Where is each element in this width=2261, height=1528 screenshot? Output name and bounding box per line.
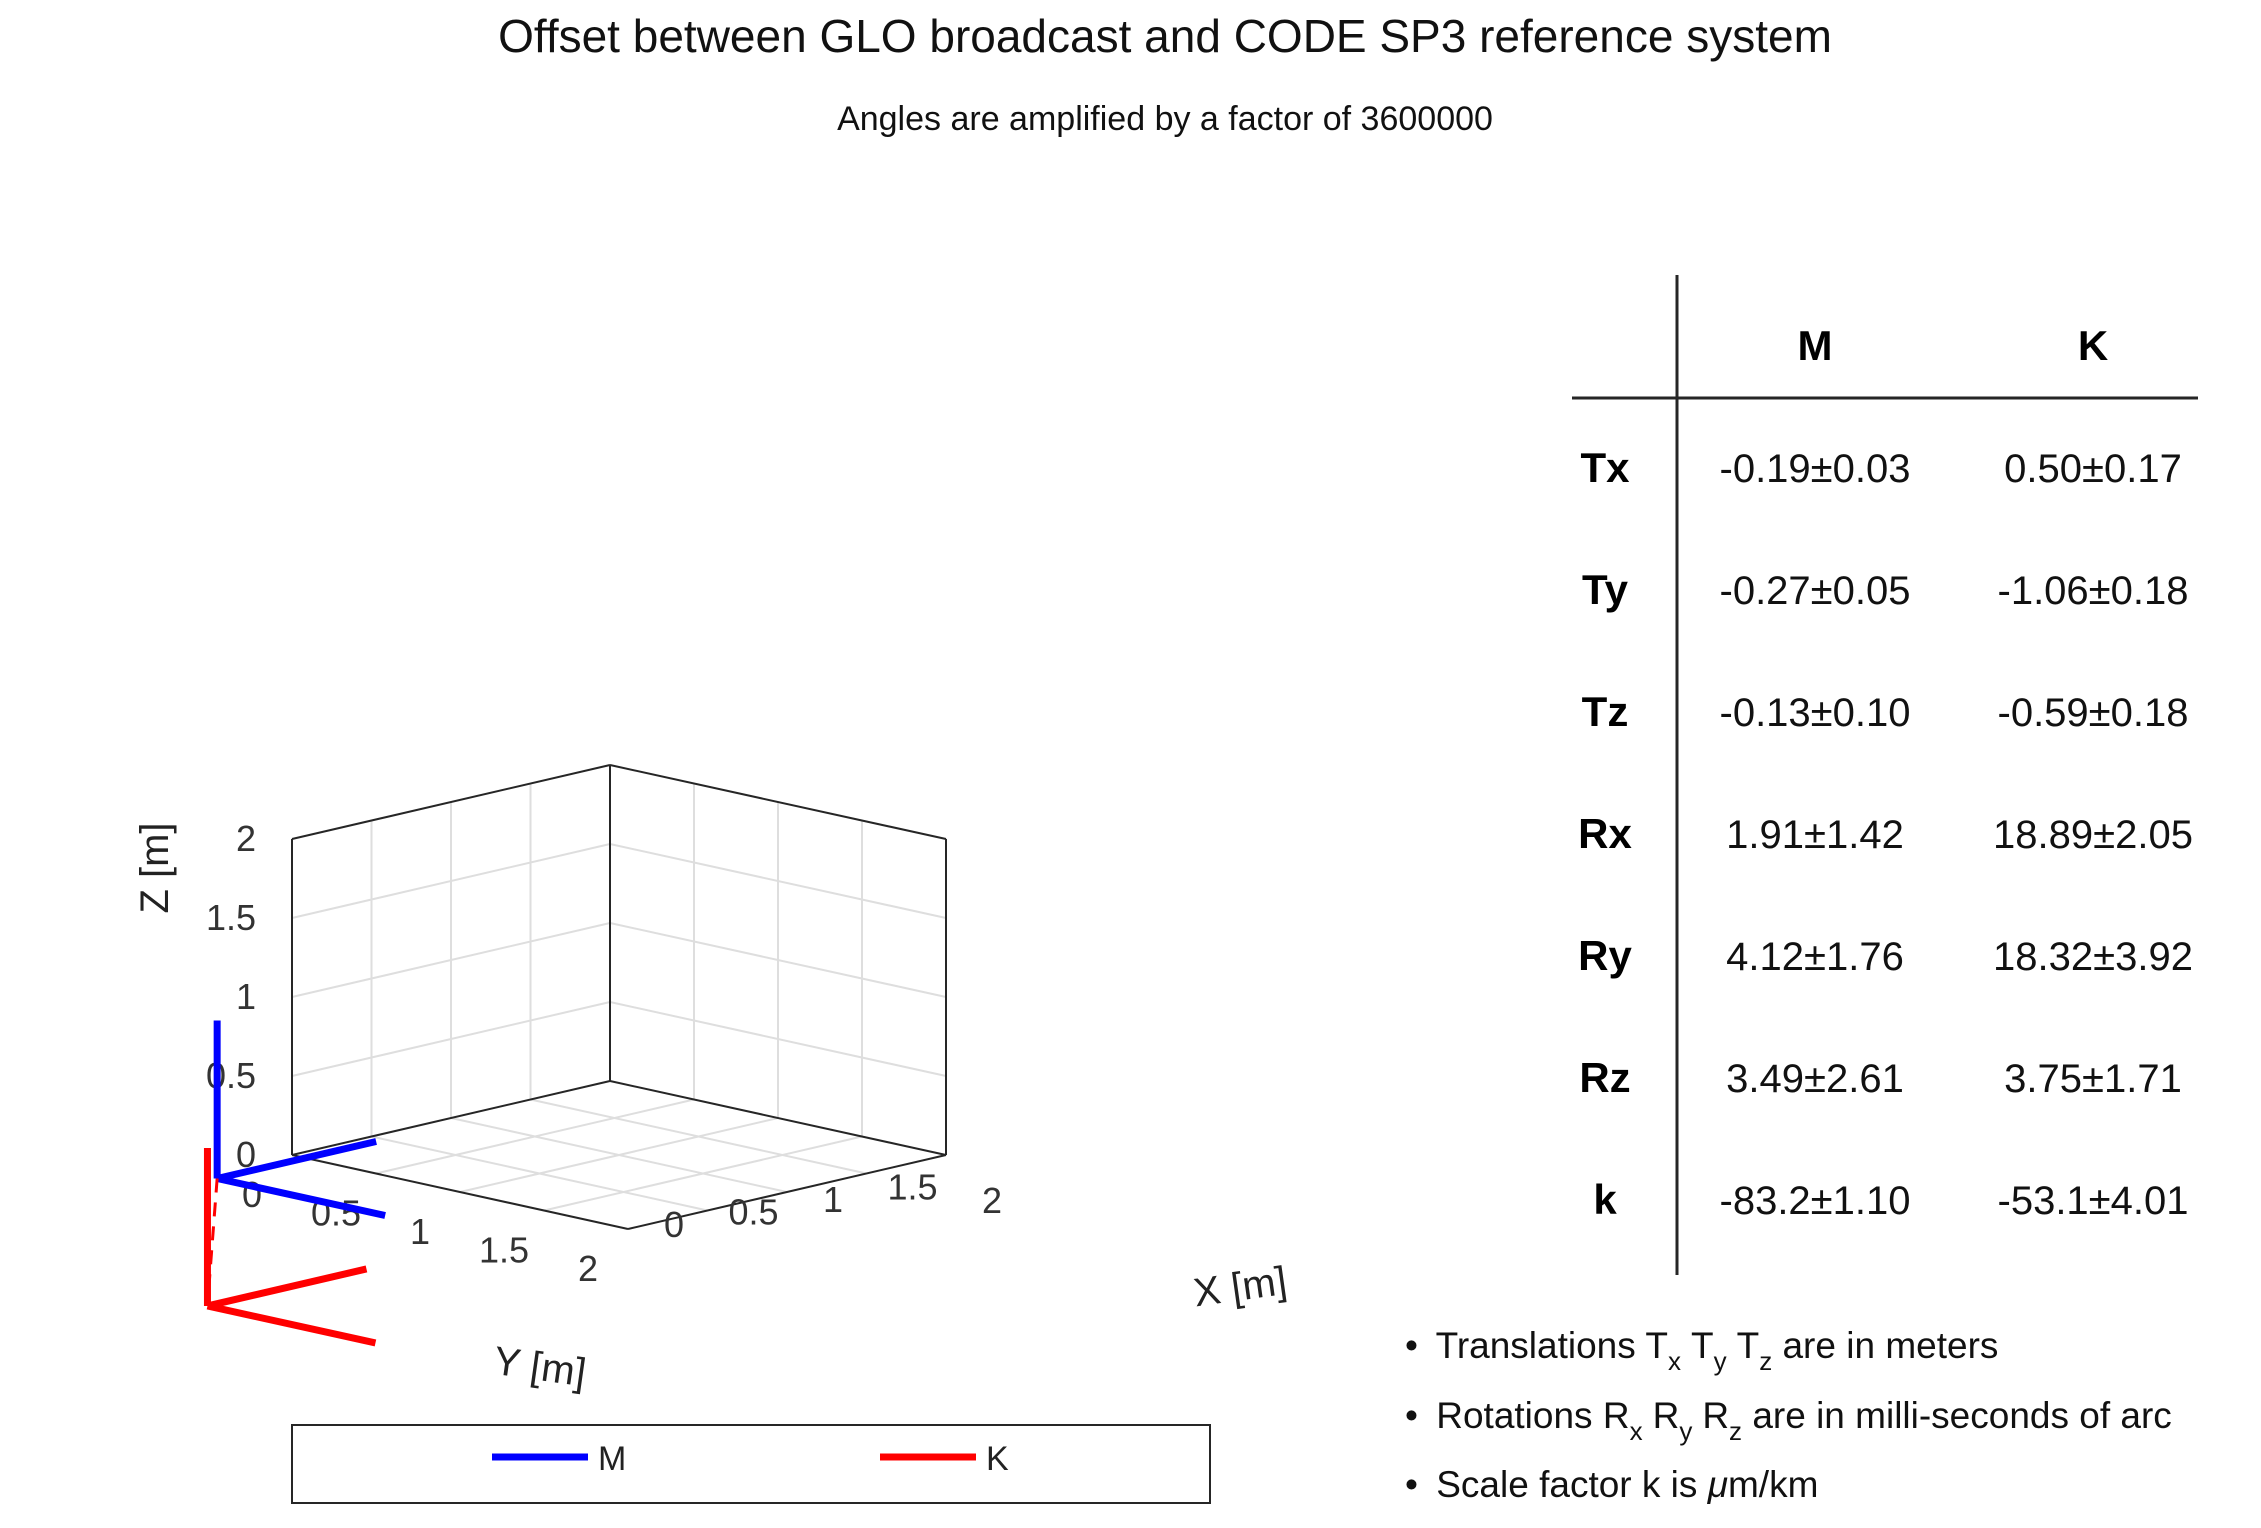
axis-edge — [627, 1154, 947, 1230]
table-header-k: K — [2078, 322, 2108, 369]
table-cell-k: 18.32±3.92 — [1993, 935, 2193, 979]
table-cell-m: -83.2±1.10 — [1720, 1179, 1911, 1223]
table-row-label: Tx — [1580, 444, 1630, 491]
parameter-table: M K Tx -0.19±0.03 0.50±0.17 Ty -0.27±0.05 -1.… — [1572, 275, 2198, 1275]
x-axis-label: X [m] — [1191, 1259, 1290, 1316]
table-cell-m: -0.19±0.03 — [1720, 447, 1911, 491]
grid-line — [530, 1098, 867, 1175]
x-tick-label: 0.5 — [728, 1192, 778, 1233]
axes-frame — [291, 764, 947, 1230]
legend-label-m: M — [598, 1440, 626, 1478]
table-cell-k: -53.1±4.01 — [1998, 1179, 2189, 1223]
axis-edge — [609, 1080, 947, 1156]
y-tick-label: 2 — [578, 1248, 598, 1289]
series-m-axis — [216, 1175, 386, 1219]
legend-box — [291, 1424, 1211, 1504]
table-rows: Tx -0.19±0.03 0.50±0.17 Ty -0.27±0.05 -1.06±0… — [1578, 444, 2193, 1223]
z-tick-label: 2 — [236, 818, 256, 859]
z-axis-label: Z [m] — [133, 822, 177, 913]
tick-labels: 00.511.520 0.5 1 1.5 20 0.5 1 1.5 2 — [206, 818, 1002, 1289]
y-tick-label: 1.5 — [479, 1230, 529, 1271]
table-cell-k: -1.06±0.18 — [1998, 569, 2189, 613]
table-row-label: Tz — [1582, 688, 1629, 735]
series-lines — [203, 1020, 386, 1347]
table-row-label: Rz — [1579, 1054, 1630, 1101]
chart-title: Offset between GLO broadcast and CODE SP… — [498, 10, 1832, 62]
z-tick-label: 1 — [236, 976, 256, 1017]
table-cell-m: 1.91±1.42 — [1726, 813, 1904, 857]
table-row-label: Ty — [1582, 566, 1629, 613]
series-k-axis — [206, 1265, 368, 1310]
table-header-m: M — [1798, 322, 1833, 369]
table-cell-m: -0.13±0.10 — [1720, 691, 1911, 735]
grid-line — [609, 922, 947, 998]
x-tick-label: 1 — [823, 1179, 843, 1220]
table-cell-k: -0.59±0.18 — [1998, 691, 2189, 735]
table-row-label: Ry — [1578, 932, 1632, 979]
notes: • Translations Tx Ty Tz are in meters • Ro… — [1405, 1325, 2172, 1505]
axis-edge — [291, 764, 611, 840]
z-tick-label: 0 — [236, 1134, 256, 1175]
chart-subtitle: Angles are amplified by a factor of 3600… — [837, 100, 1493, 138]
table-cell-k: 0.50±0.17 — [2004, 447, 2182, 491]
legend: M K — [291, 1424, 1211, 1504]
table-cell-m: 4.12±1.76 — [1726, 935, 1904, 979]
grid-line — [291, 843, 611, 919]
y-axis-label: Y [m] — [491, 1339, 589, 1395]
note-rotations: • Rotations Rx Ry Rz are in milli-seconds … — [1405, 1395, 2172, 1446]
table-row-label: Rx — [1578, 810, 1632, 857]
axis-edge — [609, 764, 947, 840]
note-translations: • Translations Tx Ty Tz are in meters — [1405, 1325, 1998, 1376]
x-tick-label: 1.5 — [887, 1167, 937, 1208]
axis-edge — [291, 1154, 629, 1230]
grid-line — [291, 922, 611, 998]
table-row-label: k — [1593, 1176, 1617, 1223]
table-cell-m: 3.49±2.61 — [1726, 1057, 1904, 1101]
x-tick-label: 2 — [982, 1180, 1002, 1221]
y-tick-label: 1 — [410, 1211, 430, 1252]
z-tick-label: 0.5 — [206, 1055, 256, 1096]
legend-label-k: K — [986, 1440, 1009, 1478]
offset-dashed-line — [205, 1178, 219, 1307]
grid-lines — [291, 783, 947, 1212]
y-tick-label: 0 — [242, 1174, 262, 1215]
table-cell-k: 3.75±1.71 — [2004, 1057, 2182, 1101]
table-cell-m: -0.27±0.05 — [1720, 569, 1911, 613]
series-m-axis — [216, 1138, 377, 1182]
note-bullet: • — [1405, 1325, 1418, 1366]
table-cell-k: 18.89±2.05 — [1993, 813, 2193, 857]
grid-line — [609, 843, 947, 919]
z-tick-label: 1.5 — [206, 897, 256, 938]
grid-line — [450, 1117, 788, 1193]
note-scale: • Scale factor k is μm/km — [1405, 1464, 1818, 1505]
note-bullet: • — [1405, 1395, 1418, 1436]
x-tick-label: 0 — [664, 1204, 684, 1245]
grid-line — [543, 1135, 863, 1212]
note-bullet: • — [1405, 1464, 1418, 1505]
axis-edge — [291, 1080, 611, 1156]
series-k-axis — [206, 1302, 377, 1347]
